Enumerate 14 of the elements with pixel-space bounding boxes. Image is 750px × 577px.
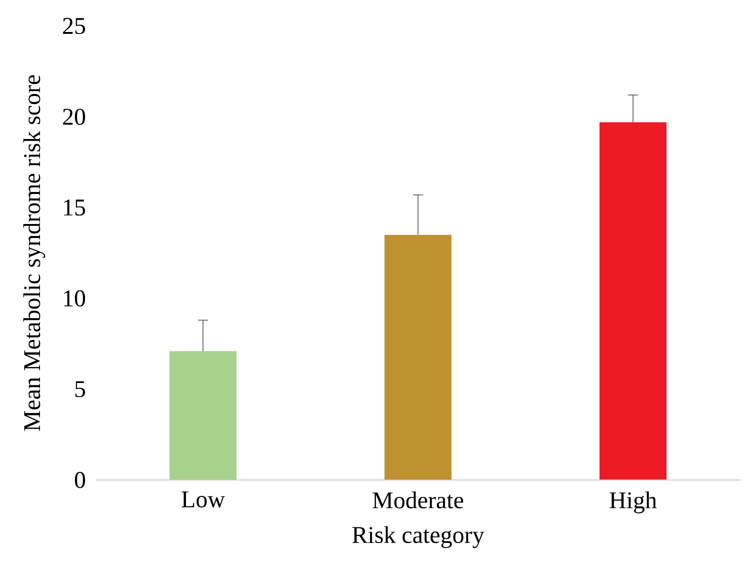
bar [384,234,452,480]
y-tick-label: 0 [74,472,86,488]
y-tick-label: 20 [63,108,86,125]
bar [600,122,667,480]
x-axis-title: Risk category [352,526,484,548]
bar [170,351,237,480]
x-tick-label: Moderate [372,492,464,508]
y-tick-label: 10 [64,290,86,306]
x-tick-label: Low [182,492,225,508]
y-tick-label: 5 [75,381,86,398]
y-axis-title: Mean Metabolic syndrome risk score [23,75,46,431]
x-tick-label: High [610,492,657,514]
y-tick-label: 25 [63,18,86,34]
y-tick-label: 15 [64,200,86,216]
